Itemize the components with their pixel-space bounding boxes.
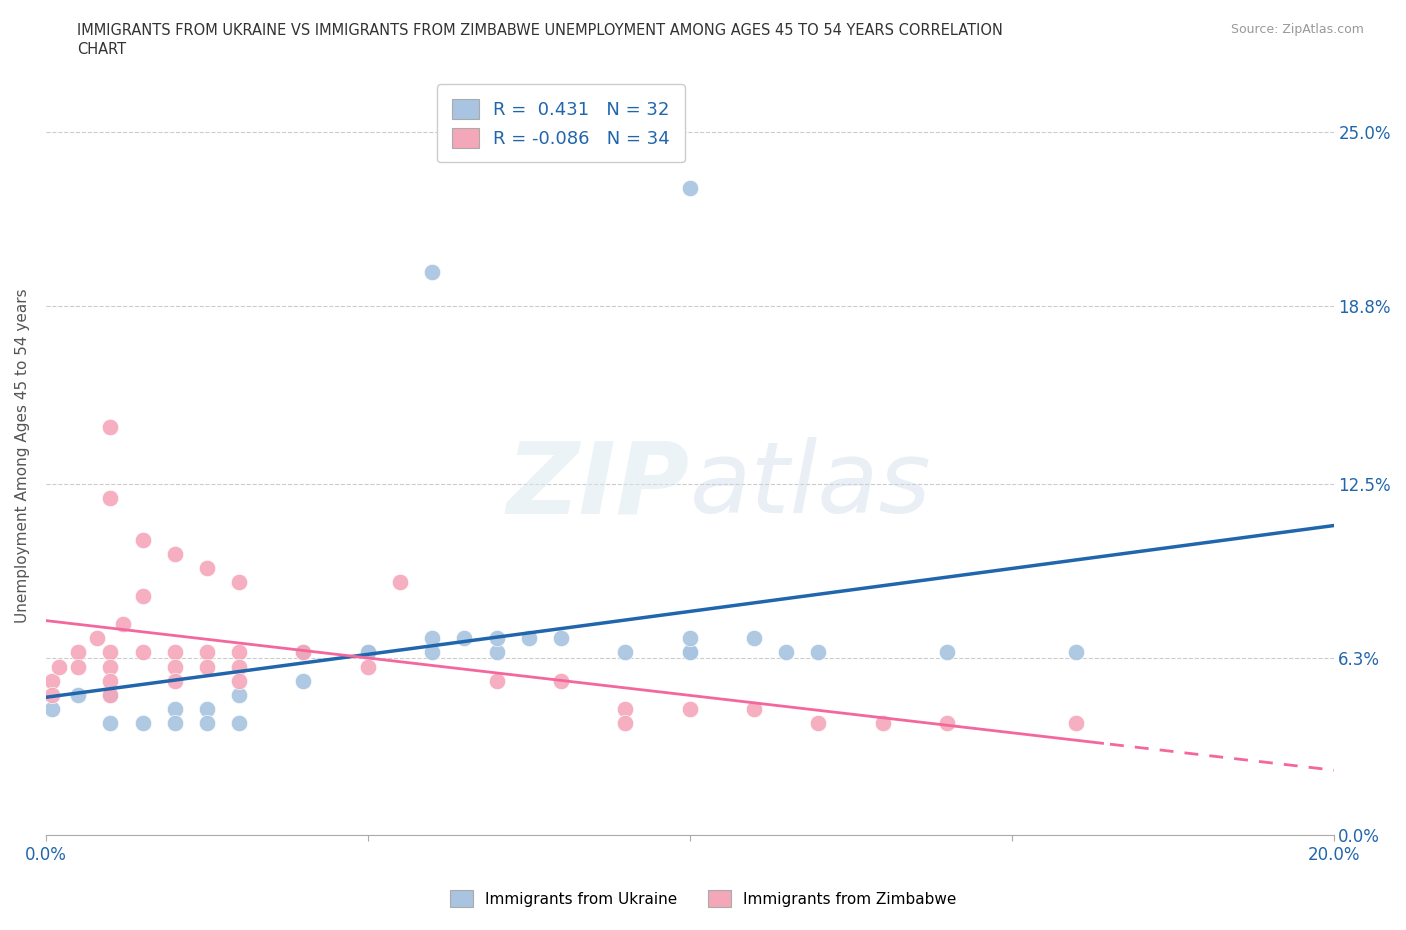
Point xyxy=(453,631,475,645)
Legend: Immigrants from Ukraine, Immigrants from Zimbabwe: Immigrants from Ukraine, Immigrants from… xyxy=(444,884,962,913)
Point xyxy=(48,659,70,674)
Point xyxy=(163,701,186,716)
Point xyxy=(228,659,250,674)
Point xyxy=(163,715,186,730)
Y-axis label: Unemployment Among Ages 45 to 54 years: Unemployment Among Ages 45 to 54 years xyxy=(15,288,30,623)
Point xyxy=(163,673,186,688)
Point xyxy=(614,701,637,716)
Point xyxy=(98,673,121,688)
Point xyxy=(485,673,508,688)
Point xyxy=(485,645,508,660)
Point xyxy=(228,715,250,730)
Point xyxy=(228,687,250,702)
Point xyxy=(98,687,121,702)
Point xyxy=(420,645,443,660)
Point xyxy=(67,687,90,702)
Point xyxy=(292,645,315,660)
Point xyxy=(357,645,380,660)
Point xyxy=(679,645,702,660)
Point xyxy=(195,659,218,674)
Point xyxy=(679,701,702,716)
Point xyxy=(357,645,380,660)
Text: ZIP: ZIP xyxy=(506,437,690,535)
Text: CHART: CHART xyxy=(77,42,127,57)
Point xyxy=(807,715,830,730)
Point xyxy=(98,645,121,660)
Point xyxy=(614,645,637,660)
Point xyxy=(742,701,765,716)
Point xyxy=(679,645,702,660)
Text: atlas: atlas xyxy=(690,437,931,535)
Point xyxy=(292,645,315,660)
Point xyxy=(936,715,959,730)
Point xyxy=(228,673,250,688)
Point xyxy=(228,645,250,660)
Point xyxy=(936,645,959,660)
Point xyxy=(228,575,250,590)
Point xyxy=(420,265,443,280)
Point xyxy=(195,645,218,660)
Point xyxy=(67,659,90,674)
Point xyxy=(292,645,315,660)
Point xyxy=(1064,715,1087,730)
Point xyxy=(742,631,765,645)
Point xyxy=(67,645,90,660)
Point xyxy=(98,419,121,434)
Legend: R =  0.431   N = 32, R = -0.086   N = 34: R = 0.431 N = 32, R = -0.086 N = 34 xyxy=(437,85,685,162)
Point xyxy=(86,631,108,645)
Point xyxy=(292,673,315,688)
Point xyxy=(679,631,702,645)
Point xyxy=(131,589,153,604)
Point xyxy=(131,715,153,730)
Point xyxy=(389,575,412,590)
Point xyxy=(550,631,572,645)
Point xyxy=(163,645,186,660)
Point xyxy=(163,659,186,674)
Point xyxy=(98,687,121,702)
Point xyxy=(872,715,894,730)
Point xyxy=(775,645,797,660)
Point xyxy=(357,659,380,674)
Point xyxy=(517,631,540,645)
Point xyxy=(807,645,830,660)
Point xyxy=(41,701,63,716)
Point xyxy=(98,659,121,674)
Point xyxy=(112,617,135,631)
Point xyxy=(98,490,121,505)
Point xyxy=(679,180,702,195)
Point xyxy=(41,673,63,688)
Point xyxy=(163,547,186,562)
Point xyxy=(550,673,572,688)
Point xyxy=(485,631,508,645)
Point xyxy=(98,715,121,730)
Point xyxy=(420,631,443,645)
Point xyxy=(1064,645,1087,660)
Point xyxy=(131,533,153,548)
Point xyxy=(131,645,153,660)
Point xyxy=(195,701,218,716)
Point xyxy=(195,715,218,730)
Text: IMMIGRANTS FROM UKRAINE VS IMMIGRANTS FROM ZIMBABWE UNEMPLOYMENT AMONG AGES 45 T: IMMIGRANTS FROM UKRAINE VS IMMIGRANTS FR… xyxy=(77,23,1004,38)
Point xyxy=(195,561,218,576)
Point xyxy=(41,687,63,702)
Point xyxy=(614,715,637,730)
Text: Source: ZipAtlas.com: Source: ZipAtlas.com xyxy=(1230,23,1364,36)
